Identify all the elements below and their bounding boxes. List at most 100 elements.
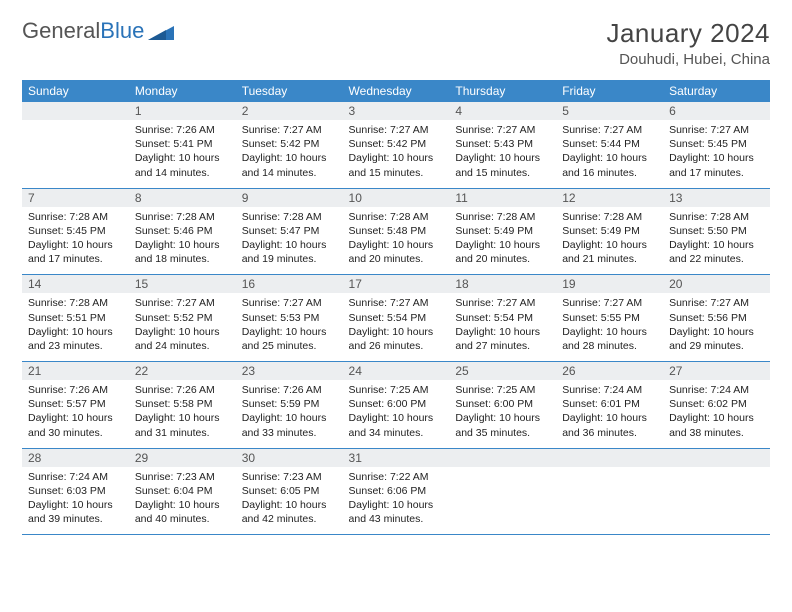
daylight-line: Daylight: 10 hours and 21 minutes. [562,238,657,266]
sunset-line: Sunset: 6:01 PM [562,397,657,411]
sunset-line: Sunset: 5:48 PM [349,224,444,238]
day-number: 31 [343,449,450,467]
sunset-line: Sunset: 5:44 PM [562,137,657,151]
daylight-line: Daylight: 10 hours and 33 minutes. [242,411,337,439]
sunset-line: Sunset: 6:06 PM [349,484,444,498]
daylight-line: Daylight: 10 hours and 35 minutes. [455,411,550,439]
day-content: Sunrise: 7:27 AMSunset: 5:54 PMDaylight:… [449,293,556,361]
day-content: Sunrise: 7:26 AMSunset: 5:59 PMDaylight:… [236,380,343,448]
calendar-cell: 16Sunrise: 7:27 AMSunset: 5:53 PMDayligh… [236,275,343,362]
calendar-cell [556,448,663,535]
calendar-cell: 5Sunrise: 7:27 AMSunset: 5:44 PMDaylight… [556,102,663,188]
day-number: 9 [236,189,343,207]
day-number: 6 [663,102,770,120]
day-number: 17 [343,275,450,293]
daylight-line: Daylight: 10 hours and 23 minutes. [28,325,123,353]
daylight-line: Daylight: 10 hours and 27 minutes. [455,325,550,353]
calendar-body: 1Sunrise: 7:26 AMSunset: 5:41 PMDaylight… [22,102,770,535]
sunrise-line: Sunrise: 7:28 AM [562,210,657,224]
day-content: Sunrise: 7:24 AMSunset: 6:02 PMDaylight:… [663,380,770,448]
calendar-row: 14Sunrise: 7:28 AMSunset: 5:51 PMDayligh… [22,275,770,362]
daylight-line: Daylight: 10 hours and 17 minutes. [28,238,123,266]
day-number: 12 [556,189,663,207]
day-number: 5 [556,102,663,120]
day-content: Sunrise: 7:28 AMSunset: 5:51 PMDaylight:… [22,293,129,361]
calendar-cell: 7Sunrise: 7:28 AMSunset: 5:45 PMDaylight… [22,188,129,275]
sunrise-line: Sunrise: 7:27 AM [349,296,444,310]
calendar-row: 28Sunrise: 7:24 AMSunset: 6:03 PMDayligh… [22,448,770,535]
calendar-row: 1Sunrise: 7:26 AMSunset: 5:41 PMDaylight… [22,102,770,188]
day-content: Sunrise: 7:26 AMSunset: 5:58 PMDaylight:… [129,380,236,448]
calendar-cell: 28Sunrise: 7:24 AMSunset: 6:03 PMDayligh… [22,448,129,535]
sunset-line: Sunset: 5:45 PM [28,224,123,238]
calendar-cell: 22Sunrise: 7:26 AMSunset: 5:58 PMDayligh… [129,362,236,449]
daylight-line: Daylight: 10 hours and 43 minutes. [349,498,444,526]
calendar-cell: 18Sunrise: 7:27 AMSunset: 5:54 PMDayligh… [449,275,556,362]
day-content: Sunrise: 7:27 AMSunset: 5:45 PMDaylight:… [663,120,770,188]
sunrise-line: Sunrise: 7:27 AM [455,296,550,310]
sunrise-line: Sunrise: 7:27 AM [669,296,764,310]
daylight-line: Daylight: 10 hours and 20 minutes. [349,238,444,266]
sunrise-line: Sunrise: 7:28 AM [28,210,123,224]
day-content: Sunrise: 7:28 AMSunset: 5:49 PMDaylight:… [449,207,556,275]
sunset-line: Sunset: 6:00 PM [349,397,444,411]
day-content: Sunrise: 7:25 AMSunset: 6:00 PMDaylight:… [343,380,450,448]
sunset-line: Sunset: 5:55 PM [562,311,657,325]
calendar-cell: 3Sunrise: 7:27 AMSunset: 5:42 PMDaylight… [343,102,450,188]
day-content: Sunrise: 7:25 AMSunset: 6:00 PMDaylight:… [449,380,556,448]
calendar-cell: 19Sunrise: 7:27 AMSunset: 5:55 PMDayligh… [556,275,663,362]
daylight-line: Daylight: 10 hours and 34 minutes. [349,411,444,439]
day-content [556,467,663,529]
calendar-cell: 12Sunrise: 7:28 AMSunset: 5:49 PMDayligh… [556,188,663,275]
daylight-line: Daylight: 10 hours and 28 minutes. [562,325,657,353]
sunset-line: Sunset: 5:46 PM [135,224,230,238]
day-number: 16 [236,275,343,293]
day-number: 26 [556,362,663,380]
daylight-line: Daylight: 10 hours and 30 minutes. [28,411,123,439]
sunrise-line: Sunrise: 7:25 AM [349,383,444,397]
sunrise-line: Sunrise: 7:22 AM [349,470,444,484]
calendar-cell: 26Sunrise: 7:24 AMSunset: 6:01 PMDayligh… [556,362,663,449]
sunrise-line: Sunrise: 7:27 AM [135,296,230,310]
sunrise-line: Sunrise: 7:26 AM [242,383,337,397]
day-content: Sunrise: 7:28 AMSunset: 5:45 PMDaylight:… [22,207,129,275]
day-number: 20 [663,275,770,293]
sunset-line: Sunset: 5:59 PM [242,397,337,411]
sunset-line: Sunset: 6:02 PM [669,397,764,411]
sunrise-line: Sunrise: 7:23 AM [242,470,337,484]
day-content: Sunrise: 7:28 AMSunset: 5:48 PMDaylight:… [343,207,450,275]
daylight-line: Daylight: 10 hours and 26 minutes. [349,325,444,353]
day-number: 23 [236,362,343,380]
day-number: 18 [449,275,556,293]
day-number: 3 [343,102,450,120]
daylight-line: Daylight: 10 hours and 22 minutes. [669,238,764,266]
sunrise-line: Sunrise: 7:25 AM [455,383,550,397]
day-content: Sunrise: 7:27 AMSunset: 5:42 PMDaylight:… [236,120,343,188]
calendar-cell: 17Sunrise: 7:27 AMSunset: 5:54 PMDayligh… [343,275,450,362]
day-content: Sunrise: 7:28 AMSunset: 5:47 PMDaylight:… [236,207,343,275]
sunrise-line: Sunrise: 7:28 AM [242,210,337,224]
daylight-line: Daylight: 10 hours and 19 minutes. [242,238,337,266]
day-content: Sunrise: 7:23 AMSunset: 6:05 PMDaylight:… [236,467,343,535]
day-content: Sunrise: 7:27 AMSunset: 5:43 PMDaylight:… [449,120,556,188]
day-content: Sunrise: 7:27 AMSunset: 5:44 PMDaylight:… [556,120,663,188]
day-content: Sunrise: 7:26 AMSunset: 5:41 PMDaylight:… [129,120,236,188]
calendar-cell: 13Sunrise: 7:28 AMSunset: 5:50 PMDayligh… [663,188,770,275]
day-number: 7 [22,189,129,207]
brand-part1: General [22,18,100,44]
calendar-cell: 14Sunrise: 7:28 AMSunset: 5:51 PMDayligh… [22,275,129,362]
sunset-line: Sunset: 5:42 PM [242,137,337,151]
calendar-cell: 9Sunrise: 7:28 AMSunset: 5:47 PMDaylight… [236,188,343,275]
daylight-line: Daylight: 10 hours and 18 minutes. [135,238,230,266]
day-content: Sunrise: 7:27 AMSunset: 5:54 PMDaylight:… [343,293,450,361]
sunrise-line: Sunrise: 7:24 AM [28,470,123,484]
calendar-cell [22,102,129,188]
day-number [663,449,770,467]
daylight-line: Daylight: 10 hours and 14 minutes. [242,151,337,179]
day-number: 29 [129,449,236,467]
daylight-line: Daylight: 10 hours and 24 minutes. [135,325,230,353]
calendar-row: 7Sunrise: 7:28 AMSunset: 5:45 PMDaylight… [22,188,770,275]
daylight-line: Daylight: 10 hours and 20 minutes. [455,238,550,266]
daylight-line: Daylight: 10 hours and 42 minutes. [242,498,337,526]
sunrise-line: Sunrise: 7:27 AM [562,296,657,310]
